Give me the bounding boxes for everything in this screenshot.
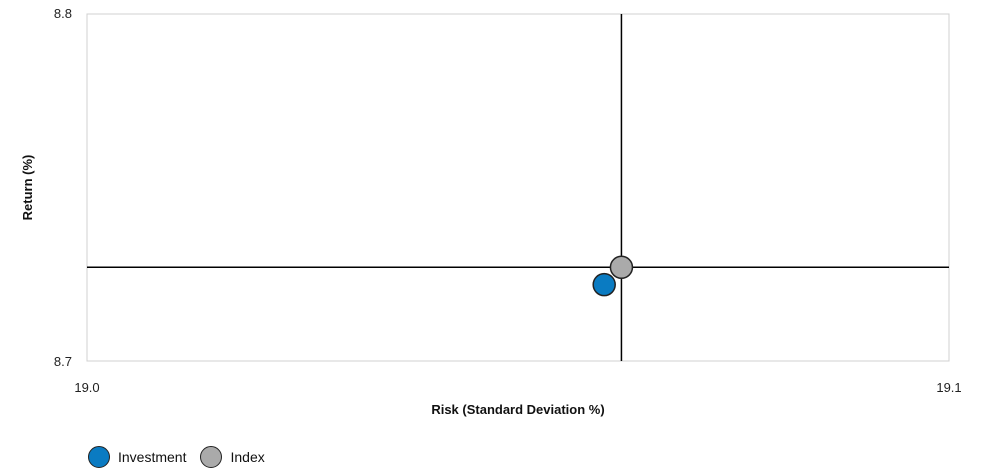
data-point-index[interactable] xyxy=(609,255,634,280)
x-tick-left: 19.0 xyxy=(74,380,99,395)
y-tick-bottom: 8.7 xyxy=(54,354,72,369)
plot-area xyxy=(86,13,950,362)
y-tick-top: 8.8 xyxy=(54,6,72,21)
legend-label-index: Index xyxy=(230,449,265,465)
legend-item-index[interactable]: Index xyxy=(200,446,265,468)
data-point-investment[interactable] xyxy=(592,272,616,297)
legend-swatch-index xyxy=(200,446,223,468)
legend: Investment Index xyxy=(88,446,279,468)
legend-swatch-investment xyxy=(88,446,110,468)
data-points xyxy=(592,255,634,297)
legend-item-investment[interactable]: Investment xyxy=(88,446,186,468)
x-axis-title: Risk (Standard Deviation %) xyxy=(431,402,604,417)
x-tick-right: 19.1 xyxy=(936,380,961,395)
y-axis-title: Return (%) xyxy=(20,155,35,221)
legend-label-investment: Investment xyxy=(118,449,187,465)
